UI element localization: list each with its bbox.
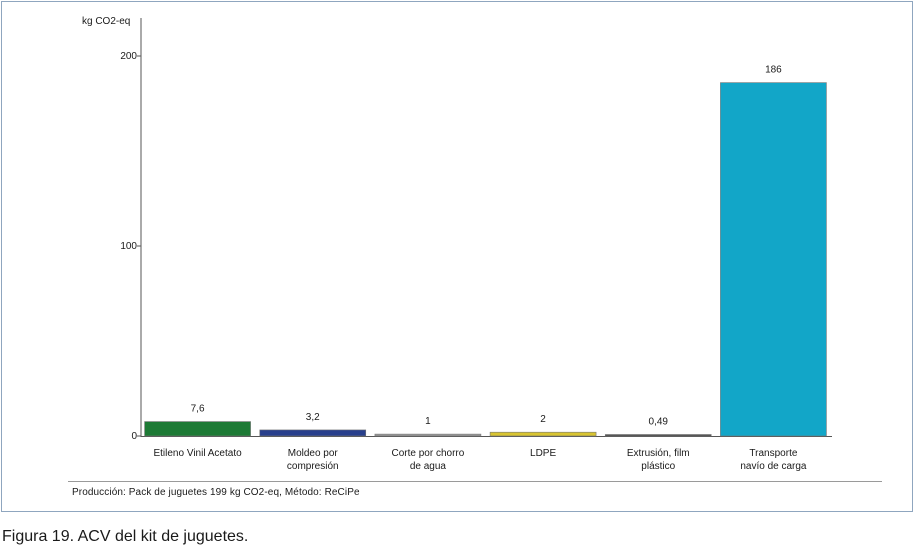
x-category-label: Corte por chorro — [392, 448, 465, 459]
bar-value-label: 186 — [765, 65, 782, 76]
x-category-label: navío de carga — [740, 461, 807, 472]
bar — [374, 433, 482, 437]
bar-value-label: 1 — [425, 416, 431, 427]
x-category-label: plástico — [641, 461, 675, 472]
x-category-label: Moldeo por — [288, 448, 339, 459]
x-category-label: Etileno Vinil Acetato — [153, 448, 242, 459]
bar — [144, 421, 251, 437]
bar — [489, 431, 597, 437]
x-category-label: LDPE — [530, 448, 556, 459]
bar — [604, 434, 712, 437]
bar-value-label: 0,49 — [649, 417, 669, 428]
x-category-label: compresión — [287, 461, 339, 472]
bar — [720, 82, 827, 437]
chart-footnote: Producción: Pack de juguetes 199 kg CO2-… — [72, 487, 360, 498]
chart-frame: kg CO2-eq 0 100 200 7,6 Etileno Vinil Acetato… — [1, 1, 913, 512]
y-tick-label: 0 — [131, 431, 137, 442]
y-tick-label: 100 — [120, 241, 137, 252]
x-category-label: de agua — [410, 461, 447, 472]
bar-chart: kg CO2-eq 0 100 200 7,6 Etileno Vinil Acetato… — [68, 16, 882, 482]
bar-value-label: 3,2 — [306, 412, 320, 423]
y-axis-label: kg CO2-eq — [82, 16, 130, 27]
bar-value-label: 2 — [540, 414, 546, 425]
x-category-label: Extrusión, film — [627, 448, 690, 459]
x-category-label: Transporte — [749, 448, 797, 459]
bar — [259, 429, 367, 437]
figure-caption: Figura 19. ACV del kit de juguetes. — [2, 528, 249, 545]
y-tick-label: 200 — [120, 51, 137, 62]
bar-value-label: 7,6 — [191, 404, 205, 415]
